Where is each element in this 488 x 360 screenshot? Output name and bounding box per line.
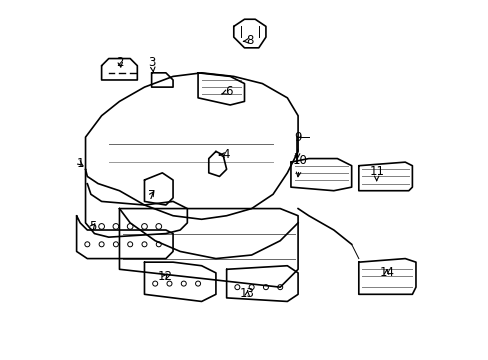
Text: 2: 2 [116,55,123,69]
Text: 6: 6 [222,85,232,98]
Text: 10: 10 [292,154,307,177]
Text: 8: 8 [243,34,253,47]
Text: 12: 12 [157,270,172,283]
Text: 11: 11 [368,165,384,181]
Text: 9: 9 [294,131,301,158]
Text: 1: 1 [77,157,84,170]
Text: 14: 14 [378,266,393,279]
Text: 5: 5 [89,220,96,233]
Text: 7: 7 [147,189,155,202]
Text: 3: 3 [148,56,156,72]
Text: 4: 4 [219,148,229,162]
Text: 13: 13 [240,287,254,300]
